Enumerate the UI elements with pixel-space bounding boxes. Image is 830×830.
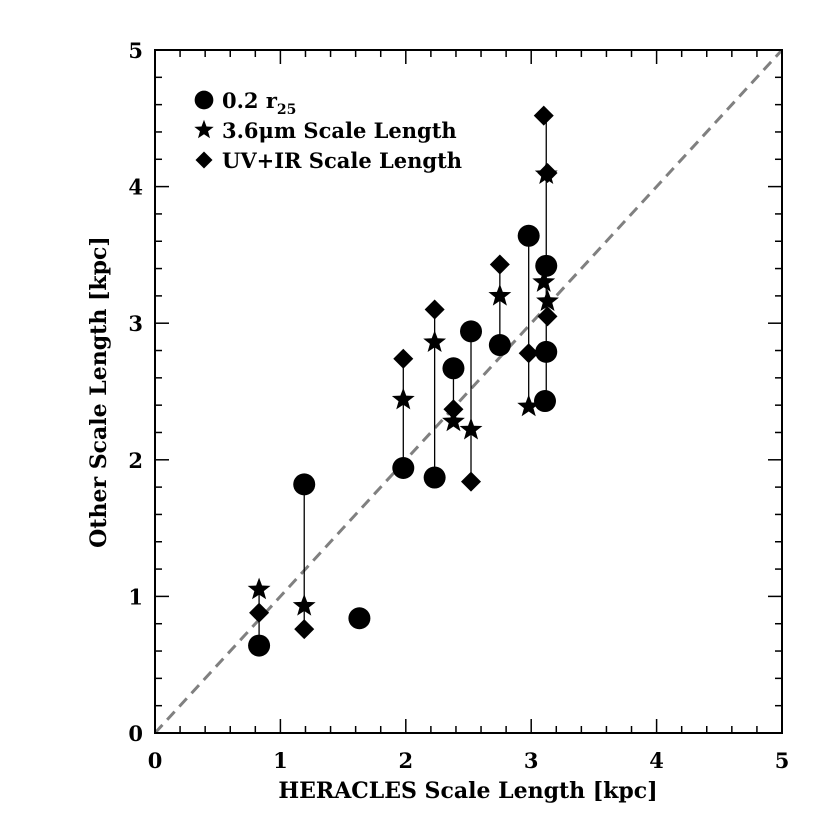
circle-marker — [517, 224, 540, 247]
diamond-marker — [489, 254, 510, 275]
diamond-marker — [461, 471, 482, 492]
legend-diamond-marker — [195, 151, 213, 169]
star-marker — [442, 409, 465, 432]
circle-marker — [442, 357, 465, 380]
diamond-marker — [443, 399, 464, 420]
x-tick-label: 3 — [524, 748, 539, 773]
star-marker — [459, 417, 483, 440]
y-tick-label: 0 — [128, 721, 143, 746]
x-tick-label: 1 — [273, 748, 288, 773]
circle-marker — [488, 334, 511, 357]
y-tick-label: 3 — [128, 311, 143, 336]
x-tick-label: 4 — [649, 748, 664, 773]
legend-star-marker — [194, 119, 214, 139]
star-marker — [423, 330, 447, 353]
diamond-marker — [518, 343, 539, 364]
star-marker — [536, 289, 559, 312]
legend-label: 3.6μm Scale Length — [222, 118, 457, 143]
star-marker — [488, 283, 512, 306]
star-marker — [517, 394, 541, 417]
legend-label-subscript: 25 — [277, 102, 296, 118]
tick-layer: 0 1 2 3 4 5 0 1 2 3 4 5 — [128, 38, 789, 773]
data-layer — [153, 48, 784, 735]
y-tick-label: 4 — [128, 175, 143, 200]
x-axis-title: HERACLES Scale Length [kpc] — [278, 778, 657, 804]
circle-marker — [248, 634, 271, 657]
star-marker — [532, 270, 556, 292]
plot-frame — [154, 49, 783, 734]
y-tick-label: 1 — [128, 584, 143, 609]
circle-marker — [392, 456, 415, 479]
circle-marker — [535, 254, 558, 277]
diamond-marker — [537, 162, 558, 183]
diamond-marker — [533, 105, 554, 126]
diamond-marker — [393, 348, 414, 369]
circle-marker — [533, 390, 556, 413]
diamond-marker — [537, 306, 558, 327]
diamond-marker — [424, 299, 445, 320]
legend-label: UV+IR Scale Length — [222, 148, 462, 173]
circle-marker — [460, 320, 483, 343]
y-axis-title: Other Scale Length [kpc] — [86, 236, 112, 548]
star-marker — [247, 577, 271, 600]
x-tick-label: 5 — [775, 748, 790, 773]
circle-marker — [293, 473, 316, 496]
circle-marker — [348, 607, 371, 630]
x-tick-label: 0 — [148, 748, 163, 773]
star-marker — [292, 593, 316, 616]
y-tick-label: 5 — [128, 38, 143, 63]
diamond-marker — [249, 602, 270, 623]
circle-marker — [535, 340, 558, 363]
y-tick-label: 2 — [128, 448, 143, 473]
diamond-marker — [294, 619, 315, 640]
x-tick-label: 2 — [398, 748, 413, 773]
star-marker — [391, 387, 415, 410]
circle-marker — [423, 466, 446, 489]
legend-circle-marker — [194, 90, 214, 110]
